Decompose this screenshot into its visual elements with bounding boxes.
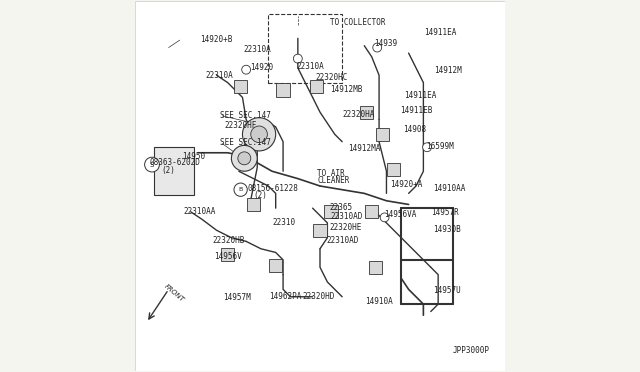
Text: 14957R: 14957R (431, 208, 460, 217)
Text: 14911EB: 14911EB (401, 106, 433, 115)
Circle shape (372, 43, 381, 52)
Text: 14911EA: 14911EA (424, 28, 456, 37)
Text: 14920+B: 14920+B (200, 35, 232, 44)
Text: 14939: 14939 (374, 39, 397, 48)
Text: 22320HF: 22320HF (224, 121, 257, 130)
Text: 08156-61228: 08156-61228 (247, 185, 298, 193)
FancyBboxPatch shape (154, 147, 195, 195)
Circle shape (380, 213, 389, 222)
Bar (324, 205, 338, 218)
Text: 08363-6202D: 08363-6202D (149, 158, 200, 167)
Text: 14957M: 14957M (223, 293, 251, 302)
Text: 16599M: 16599M (426, 142, 454, 151)
Text: 22310A: 22310A (243, 45, 271, 54)
Text: 22310: 22310 (272, 218, 295, 227)
Text: (2): (2) (161, 166, 175, 174)
Text: 14957U: 14957U (433, 286, 461, 295)
Text: SEE SEC.147: SEE SEC.147 (220, 138, 271, 147)
Text: 22310A: 22310A (205, 71, 234, 80)
Circle shape (242, 65, 251, 74)
Bar (221, 248, 234, 261)
Text: TO COLLECTOR: TO COLLECTOR (330, 18, 386, 27)
Bar (376, 128, 389, 141)
Text: 14910A: 14910A (365, 297, 393, 306)
Text: 14920+A: 14920+A (390, 180, 422, 189)
Text: 14950: 14950 (182, 152, 205, 161)
Bar (276, 83, 290, 97)
Text: (2): (2) (253, 192, 268, 201)
Text: 22310A: 22310A (296, 61, 324, 71)
Text: 22310AD: 22310AD (326, 236, 359, 245)
Text: 22320HA: 22320HA (342, 109, 374, 119)
Circle shape (422, 143, 431, 152)
Bar (247, 198, 260, 211)
Text: 14911EA: 14911EA (404, 91, 436, 100)
Text: TO AIR: TO AIR (317, 169, 345, 177)
Circle shape (232, 145, 257, 171)
Circle shape (243, 118, 276, 151)
Bar (369, 260, 382, 274)
Text: SEE SEC.147: SEE SEC.147 (220, 110, 271, 120)
Bar (360, 106, 372, 119)
Circle shape (234, 183, 247, 196)
Text: 14910AA: 14910AA (433, 185, 466, 193)
Bar (387, 163, 401, 176)
Text: 14908: 14908 (403, 125, 427, 134)
Circle shape (293, 54, 302, 63)
Text: 14912MB: 14912MB (330, 85, 362, 94)
Text: 22320HC: 22320HC (316, 73, 348, 82)
Text: 22310AA: 22310AA (184, 206, 216, 216)
Bar (365, 205, 378, 218)
Text: 14956VA: 14956VA (385, 210, 417, 219)
Circle shape (145, 157, 159, 172)
Bar (268, 14, 342, 83)
Text: B: B (239, 187, 243, 192)
Text: 14962PA: 14962PA (269, 292, 302, 301)
Text: 14912MA: 14912MA (348, 144, 380, 153)
Text: 14920: 14920 (251, 62, 274, 72)
Text: 14930B: 14930B (433, 225, 461, 234)
Text: 22320HE: 22320HE (329, 223, 362, 232)
Text: 14956V: 14956V (214, 252, 242, 262)
Text: 22365: 22365 (329, 202, 353, 212)
Bar (234, 80, 247, 93)
Text: JPP3000P: JPP3000P (452, 346, 489, 355)
Text: 22310AD: 22310AD (330, 212, 362, 221)
Text: S: S (150, 161, 154, 167)
Bar (314, 224, 326, 237)
Text: 22320HD: 22320HD (303, 292, 335, 301)
Text: 22320HB: 22320HB (212, 236, 244, 245)
Bar (310, 80, 323, 93)
Text: FRONT: FRONT (163, 283, 185, 303)
Bar (269, 259, 282, 272)
Circle shape (238, 152, 251, 165)
Text: 14912M: 14912M (434, 66, 461, 75)
Text: CLEANER: CLEANER (317, 176, 350, 185)
Circle shape (251, 126, 268, 142)
